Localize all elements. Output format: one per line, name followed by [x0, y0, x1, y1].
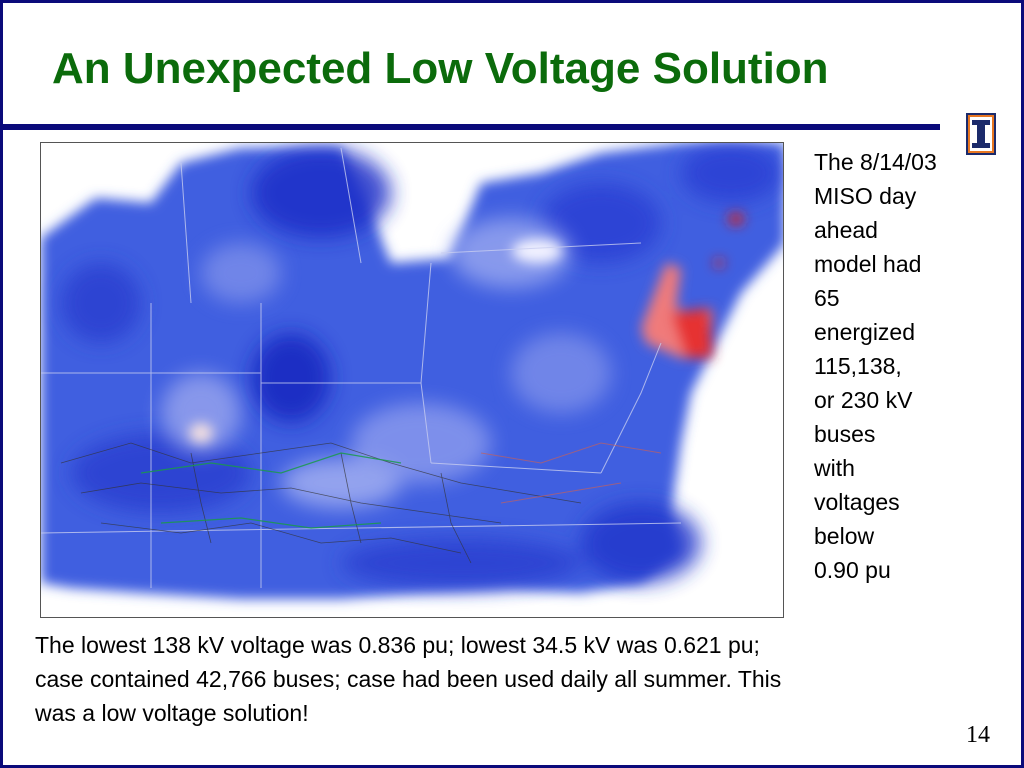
side-line: with — [814, 455, 855, 481]
side-line: voltages — [814, 489, 900, 515]
side-line: The 8/14/03 — [814, 149, 937, 175]
voltage-contour-map — [40, 142, 784, 618]
title-divider — [3, 124, 940, 130]
side-line: 65 — [814, 285, 840, 311]
side-line: 0.90 pu — [814, 557, 891, 583]
side-line: model had — [814, 251, 922, 277]
bottom-line: was a low voltage solution! — [35, 700, 309, 726]
university-of-illinois-logo-icon — [966, 113, 996, 155]
bottom-description: The lowest 138 kV voltage was 0.836 pu; … — [35, 628, 995, 730]
bottom-line: The lowest 138 kV voltage was 0.836 pu; … — [35, 632, 760, 658]
slide-title: An Unexpected Low Voltage Solution — [52, 44, 829, 93]
side-line: ahead — [814, 217, 878, 243]
side-line: 115,138, — [814, 353, 902, 379]
side-description: The 8/14/03 MISO day ahead model had 65 … — [814, 145, 974, 587]
page-number: 14 — [966, 722, 990, 748]
bottom-line: case contained 42,766 buses; case had be… — [35, 666, 782, 692]
side-line: MISO day — [814, 183, 917, 209]
side-line: or 230 kV — [814, 387, 913, 413]
side-line: below — [814, 523, 875, 549]
side-line: energized — [814, 319, 916, 345]
side-line: buses — [814, 421, 876, 447]
